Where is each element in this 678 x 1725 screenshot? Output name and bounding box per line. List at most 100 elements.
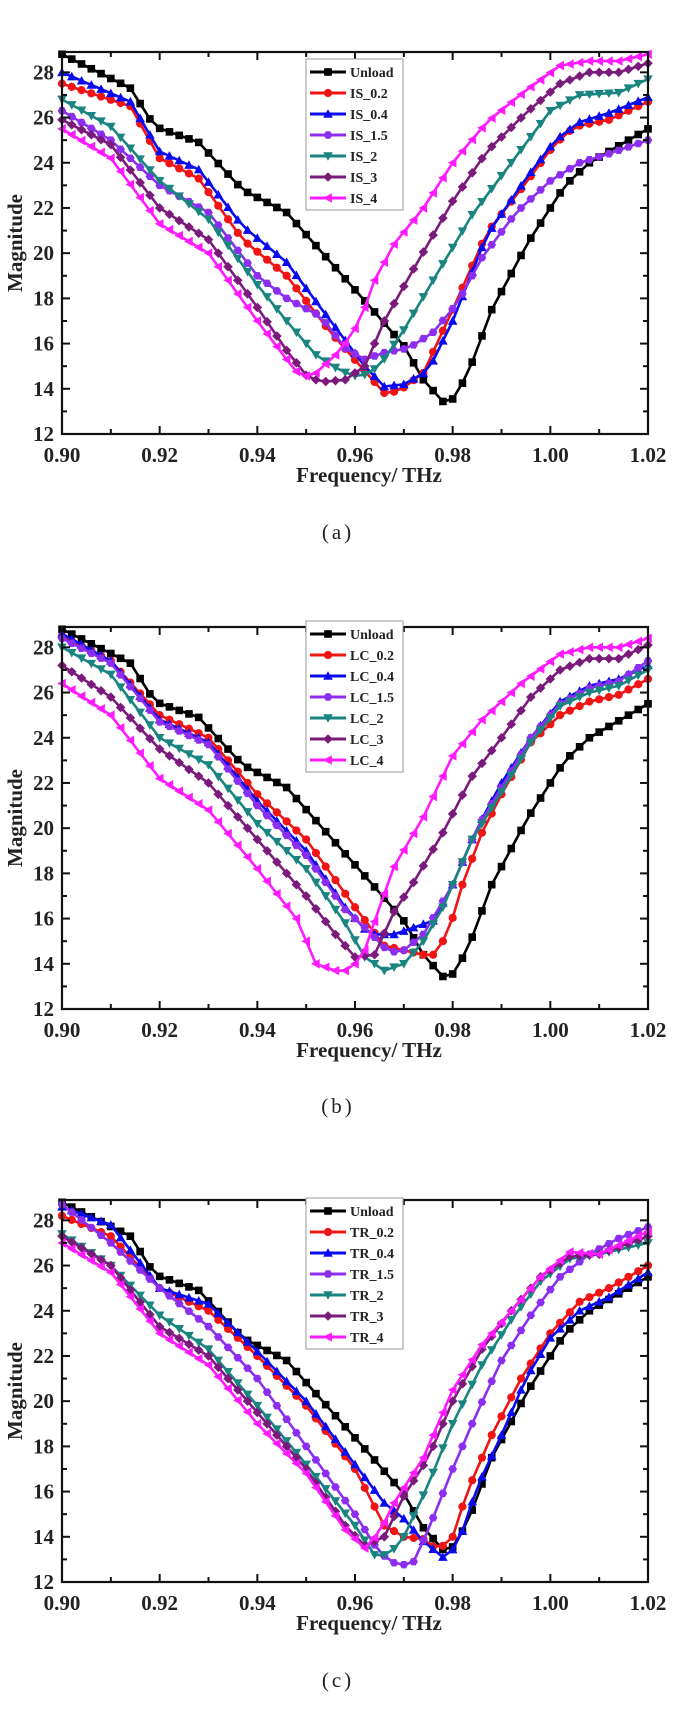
data-point (193, 771, 204, 781)
x-tick-label: 0.96 (337, 1591, 374, 1615)
chart-panel-3: 0.90 0.92 0.94 0.96 0.98 1.00 1.02 12 14 16 18 20 22… (3, 1197, 666, 1692)
data-point (594, 56, 603, 66)
data-point (516, 1294, 525, 1305)
data-point (193, 1338, 204, 1348)
data-point (233, 228, 242, 237)
legend-marker (323, 109, 333, 118)
data-point (594, 67, 604, 78)
data-point (516, 705, 526, 716)
data-point (595, 1288, 604, 1297)
data-point (536, 794, 545, 802)
data-point (86, 80, 97, 89)
data-point (359, 370, 370, 380)
data-point (243, 763, 252, 772)
data-point (242, 1390, 253, 1400)
data-point (496, 732, 507, 743)
data-point (438, 213, 448, 223)
data-point (262, 1356, 272, 1366)
data-point (566, 752, 574, 760)
data-point (438, 1552, 448, 1561)
data-point (613, 1240, 623, 1251)
legend-marker (323, 714, 333, 723)
data-point (115, 133, 126, 143)
data-point (340, 940, 351, 951)
data-point (447, 880, 458, 890)
data-point (477, 1398, 487, 1406)
data-point (233, 254, 243, 264)
data-point (281, 257, 292, 267)
data-point (350, 323, 359, 334)
data-point (262, 279, 272, 288)
data-point (546, 204, 555, 212)
data-point (86, 1255, 96, 1266)
data-point (546, 1352, 555, 1360)
data-point (331, 1411, 340, 1420)
data-point (379, 966, 390, 976)
data-point (477, 242, 487, 252)
data-point (517, 251, 525, 260)
data-point (584, 67, 595, 78)
data-point (565, 124, 575, 134)
data-point (526, 692, 536, 702)
data-point (223, 800, 233, 811)
data-point (594, 153, 604, 161)
data-point (145, 172, 155, 181)
data-point (448, 970, 457, 978)
data-point (360, 1525, 370, 1534)
data-point (175, 164, 184, 173)
data-point (330, 322, 341, 332)
data-point (399, 946, 409, 954)
data-point (497, 1412, 506, 1421)
data-point (527, 1382, 535, 1390)
data-point (428, 1514, 438, 1522)
data-point (242, 225, 253, 234)
x-tick-label: 0.90 (44, 1018, 81, 1042)
data-point (193, 207, 204, 217)
data-point (389, 929, 399, 939)
data-point (302, 230, 310, 239)
data-point (281, 345, 292, 356)
data-point (585, 1293, 594, 1302)
data-point (272, 1430, 282, 1440)
data-point (115, 723, 125, 733)
data-point (321, 878, 330, 887)
data-point (623, 84, 634, 93)
data-point (448, 395, 457, 403)
data-point (67, 1215, 76, 1224)
data-point (614, 1278, 623, 1287)
data-point (213, 189, 224, 199)
y-tick-label: 14 (33, 1525, 55, 1549)
data-point (467, 272, 477, 280)
data-point (419, 950, 428, 959)
legend-item: Unload (310, 66, 394, 81)
data-point (154, 146, 165, 156)
data-point (370, 1502, 379, 1511)
x-axis-title: Frequency/ THz (296, 1038, 442, 1062)
data-point (555, 78, 565, 89)
data-point (106, 659, 116, 667)
data-point (330, 929, 341, 940)
data-point (507, 1417, 516, 1426)
data-point (76, 135, 86, 146)
data-point (96, 704, 105, 714)
data-point (614, 146, 623, 155)
data-point (556, 1318, 565, 1327)
data-point (301, 1396, 311, 1405)
data-point (96, 134, 106, 145)
x-tick-label: 0.90 (44, 1591, 81, 1615)
data-point (623, 53, 633, 64)
data-point (496, 171, 507, 181)
x-tick-label: 1.00 (532, 443, 569, 467)
data-point (126, 84, 135, 92)
data-point (370, 1456, 379, 1464)
data-point (174, 1333, 184, 1344)
data-point (574, 91, 585, 100)
data-point (214, 201, 223, 210)
data-point (106, 1232, 115, 1241)
y-tick-label: 28 (33, 1208, 54, 1232)
data-point (282, 1415, 291, 1423)
data-point (555, 1273, 565, 1281)
legend: Unload LC_0.2 LC_0.4 LC_1.5 LC_2 LC_3 LC_4 (305, 620, 404, 773)
data-point (447, 243, 458, 253)
